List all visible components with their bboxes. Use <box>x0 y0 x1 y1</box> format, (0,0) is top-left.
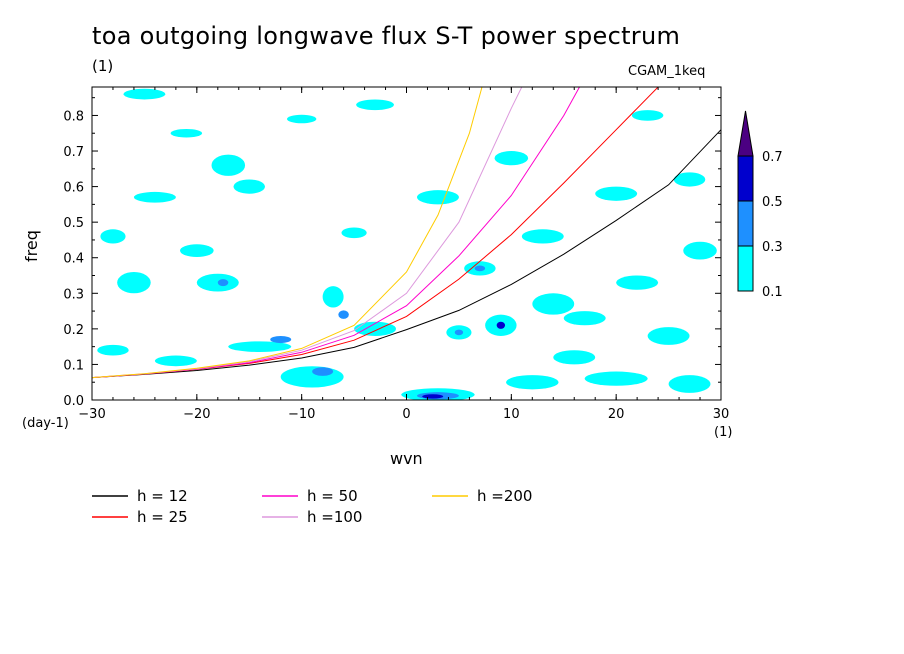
contour-patch-4 <box>233 179 265 194</box>
contour-patch-19 <box>474 265 486 272</box>
contour-patch-33 <box>521 229 564 244</box>
contour-patch-36 <box>494 151 529 166</box>
contour-patch-26 <box>584 371 648 386</box>
colorbar-label: 0.3 <box>762 240 783 255</box>
y-tick-label: 0.1 <box>63 358 84 373</box>
contour-patch-34 <box>595 186 638 201</box>
contour-patch-42 <box>154 355 197 367</box>
contour-patch-46 <box>341 227 367 239</box>
x-tick-label: 20 <box>608 407 625 422</box>
contour-patch-14 <box>270 335 292 344</box>
contour-patch-10 <box>338 310 349 319</box>
legend-label: h =200 <box>477 487 532 505</box>
contour-patch-28 <box>532 293 575 315</box>
colorbar-segment <box>737 245 754 292</box>
contour-patch-25 <box>506 375 559 390</box>
contour-patch-12 <box>312 367 334 376</box>
x-tick-label: −10 <box>288 407 315 422</box>
contour-patch-13 <box>228 341 292 352</box>
contour-patch-31 <box>616 275 659 290</box>
dispersion-curves <box>92 87 721 379</box>
contour-patch-1 <box>170 128 203 138</box>
power-contours <box>97 88 717 400</box>
contour-patch-38 <box>356 99 394 111</box>
legend-label: h = 25 <box>137 508 188 526</box>
contour-patch-8 <box>217 279 229 287</box>
x-tick-label: −20 <box>183 407 210 422</box>
y-tick-label: 0.7 <box>63 145 84 160</box>
colorbar: 0.1 0.3 0.5 0.7 <box>737 110 783 300</box>
experiment-name: CGAM_1keq <box>628 64 706 79</box>
contour-patch-43 <box>97 344 129 356</box>
legend-label: h =100 <box>307 508 362 526</box>
contour-patch-40 <box>180 244 214 258</box>
contour-patch-41 <box>100 229 126 244</box>
contour-patch-9 <box>322 286 344 308</box>
contour-patch-24 <box>422 394 444 399</box>
contour-patch-35 <box>673 172 706 187</box>
contour-patch-6 <box>117 271 151 294</box>
x-tick-label: 30 <box>713 407 730 422</box>
curve-4 <box>92 87 483 379</box>
x-tick-label: 0 <box>402 407 410 422</box>
contour-patch-32 <box>683 241 717 260</box>
legend: h = 12 h = 25 h = 50 h =100 h =200 <box>92 487 532 526</box>
contour-patch-37 <box>416 190 459 205</box>
colorbar-segment <box>737 155 754 202</box>
y-tick-label: 0.8 <box>63 109 84 124</box>
y-axis-units: (day-1) <box>22 416 69 431</box>
x-axis-units: (1) <box>714 425 733 440</box>
contour-patch-39 <box>286 114 317 124</box>
contour-patch-45 <box>553 350 596 365</box>
contour-patch-11 <box>280 366 344 388</box>
x-tick-label: −30 <box>78 407 105 422</box>
colorbar-label: 0.1 <box>762 285 783 300</box>
contour-patch-29 <box>563 311 606 326</box>
colorbar-label: 0.5 <box>762 195 783 210</box>
curve-0 <box>92 129 721 379</box>
contour-patch-27 <box>668 375 711 393</box>
chart-title: toa outgoing longwave flux S-T power spe… <box>92 22 681 50</box>
legend-label: h = 12 <box>137 487 188 505</box>
y-tick-label: 0.0 <box>63 394 84 409</box>
contour-patch-17 <box>454 329 464 336</box>
colorbar-segment <box>737 200 754 247</box>
y-tick-label: 0.3 <box>63 287 84 302</box>
contour-patch-0 <box>123 88 166 100</box>
contour-patch-21 <box>496 321 506 329</box>
title-units: (1) <box>92 57 114 75</box>
legend-label: h = 50 <box>307 487 358 505</box>
contour-patch-44 <box>631 110 664 121</box>
contour-patch-3 <box>211 154 246 176</box>
y-tick-label: 0.2 <box>63 323 84 338</box>
axis-ticks: −30 −20 −10 0 10 20 30 0.0 0.1 0.2 0.3 0.4 0.5 0.6 0.7… <box>63 87 729 422</box>
y-tick-label: 0.4 <box>63 252 84 267</box>
colorbar-extend-triangle <box>737 110 754 157</box>
colorbar-label: 0.7 <box>762 150 783 165</box>
contour-patch-5 <box>133 191 176 203</box>
y-tick-label: 0.5 <box>63 216 84 231</box>
y-tick-label: 0.6 <box>63 181 84 196</box>
contour-patch-30 <box>647 327 690 345</box>
contour-patch-15 <box>354 321 397 336</box>
x-tick-label: 10 <box>503 407 520 422</box>
x-axis-label: wvn <box>390 449 423 468</box>
